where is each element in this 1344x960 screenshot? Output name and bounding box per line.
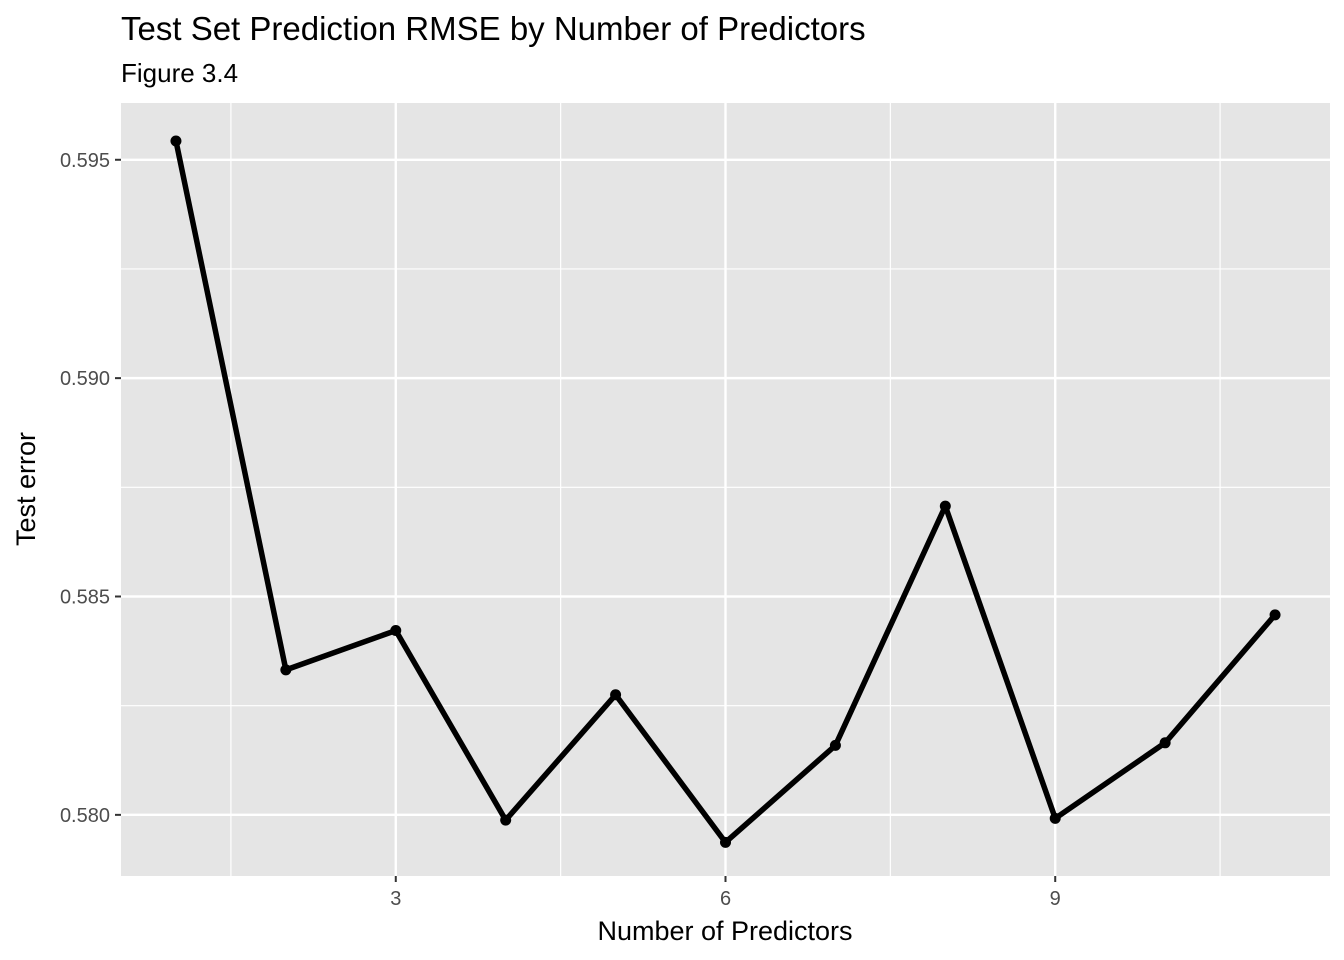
data-point xyxy=(1049,812,1061,824)
data-point xyxy=(939,500,951,512)
data-point xyxy=(610,689,622,701)
series-layer xyxy=(170,135,1281,848)
data-point xyxy=(829,739,841,751)
data-point xyxy=(170,135,182,147)
y-axis-title: Test error xyxy=(11,432,41,546)
data-point xyxy=(1159,737,1171,749)
data-point xyxy=(500,814,512,826)
x-axis-title: Number of Predictors xyxy=(597,916,852,946)
y-tick-label: 0.595 xyxy=(60,150,110,172)
chart-subtitle: Figure 3.4 xyxy=(121,58,238,88)
y-tick-label: 0.585 xyxy=(60,586,110,608)
data-point xyxy=(390,625,402,637)
data-point xyxy=(720,836,731,848)
x-tick-label: 9 xyxy=(1050,888,1061,910)
x-tick-label: 6 xyxy=(720,888,731,910)
data-point xyxy=(1269,609,1281,621)
grid-lines xyxy=(121,103,1330,876)
data-point xyxy=(280,664,292,676)
y-tick-label: 0.590 xyxy=(60,368,110,390)
chart-title: Test Set Prediction RMSE by Number of Pr… xyxy=(121,10,866,47)
y-tick-label: 0.580 xyxy=(60,805,110,827)
x-tick-label: 3 xyxy=(390,888,401,910)
axes: 3 6 9 0.580 0.585 0.590 0.595 xyxy=(60,150,1061,910)
